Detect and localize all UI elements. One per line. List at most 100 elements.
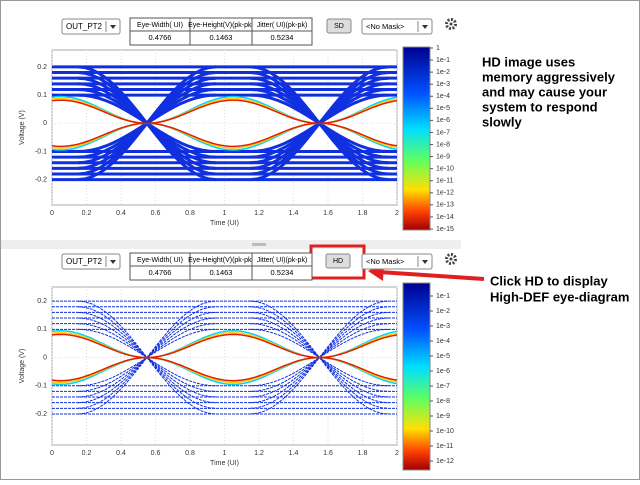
eye-transition <box>250 300 389 415</box>
y-tick-label: 0.2 <box>37 298 47 305</box>
table-value-cell <box>251 30 313 46</box>
colorbar <box>402 282 431 471</box>
eye-inner-edge <box>52 356 147 382</box>
dropdown-arrow <box>110 25 116 29</box>
eye-inner-edge <box>319 356 397 381</box>
mode-button[interactable] <box>326 18 352 34</box>
settings-gear[interactable] <box>445 18 457 30</box>
eye-inner-edge <box>52 99 147 125</box>
x-tick-label: 1.8 <box>358 450 368 457</box>
colorbar-label: 1e-7 <box>436 129 450 136</box>
table-value: 0.1463 <box>210 33 233 42</box>
eye-inner-edge <box>146 333 320 359</box>
y-tick-label: -0.1 <box>35 383 47 390</box>
settings-gear-hub <box>449 257 453 261</box>
x-tick-label: 1 <box>223 450 227 457</box>
colorbar-label: 1e-3 <box>436 81 450 88</box>
colorbar-label: 1e-7 <box>436 383 450 390</box>
colorbar-label: 1e-6 <box>436 368 450 375</box>
colorbar-label: 1e-8 <box>436 141 450 148</box>
table-value: 0.5234 <box>271 268 294 277</box>
x-tick-label: 0.4 <box>116 210 126 217</box>
x-tick-label: 2 <box>395 210 399 217</box>
colorbar-label: 1e-1 <box>436 57 450 64</box>
x-tick-label: 1.4 <box>289 210 299 217</box>
settings-gear[interactable] <box>445 253 457 265</box>
table-header: Eye-Width( UI) <box>137 22 183 29</box>
note-line: HD image uses <box>482 54 575 69</box>
colorbar <box>402 46 431 231</box>
mask-dropdown[interactable] <box>361 253 433 270</box>
x-tick-label: 0.6 <box>151 450 161 457</box>
eye-inner-edge <box>319 122 397 147</box>
colorbar-label: 1e-4 <box>436 338 450 345</box>
x-axis-label: Time (UI) <box>210 220 239 227</box>
y-tick-label: 0.1 <box>37 326 47 333</box>
colorbar-label: 1e-11 <box>436 443 453 450</box>
note-line: slowly <box>482 114 523 129</box>
y-tick-label: 0.2 <box>37 64 47 71</box>
eye-inner-edge <box>146 356 320 382</box>
y-tick-label: 0 <box>43 354 47 361</box>
mask-label: <No Mask> <box>366 257 405 266</box>
dropdown-arrow <box>422 25 428 29</box>
x-tick-label: 1.4 <box>289 450 299 457</box>
dropdown-arrow <box>110 260 116 264</box>
eye-inner-edge <box>146 122 320 148</box>
y-tick-label: -0.2 <box>35 411 47 418</box>
eye-inner-edge <box>319 99 397 125</box>
mask-label: <No Mask> <box>366 22 405 31</box>
mask-dropdown[interactable] <box>361 18 433 35</box>
table-value: 0.4766 <box>149 33 172 42</box>
x-tick-label: 1.8 <box>358 210 368 217</box>
y-axis-label: Voltage (V) <box>19 349 26 384</box>
channel-label: OUT_PT2 <box>66 257 103 266</box>
colorbar-label: 1e-6 <box>436 117 450 124</box>
colorbar-label: 1e-8 <box>436 398 450 405</box>
x-tick-label: 1 <box>223 210 227 217</box>
table-header: Jitter( UI)(pk-pk) <box>257 257 308 264</box>
x-tick-label: 0 <box>50 210 54 217</box>
note-line: High-DEF eye-diagram <box>490 289 629 304</box>
table-value: 0.4766 <box>149 268 172 277</box>
x-tick-label: 1.6 <box>323 210 333 217</box>
mode-button-label[interactable]: HD <box>333 258 343 265</box>
colorbar-label: 1e-9 <box>436 153 450 160</box>
colorbar-label: 1e-5 <box>436 105 450 112</box>
note-line: Click HD to display <box>490 273 609 288</box>
colorbar-label: 1e-4 <box>436 93 450 100</box>
y-tick-label: 0.1 <box>37 92 47 99</box>
table-header: Eye-Width( UI) <box>137 257 183 264</box>
x-tick-label: 0.8 <box>185 450 195 457</box>
x-tick-label: 0.4 <box>116 450 126 457</box>
colorbar-label: 1e-12 <box>436 190 454 197</box>
mode-button-label[interactable]: SD <box>334 23 344 30</box>
eye-transition <box>77 300 216 415</box>
y-tick-label: -0.2 <box>35 176 47 183</box>
x-tick-label: 0.8 <box>185 210 195 217</box>
settings-gear-hub <box>449 22 453 26</box>
note-line: system to respond <box>482 99 598 114</box>
splitter <box>1 240 461 249</box>
colorbar-label: 1e-12 <box>436 458 454 465</box>
splitter-grip <box>252 243 266 246</box>
eye-inner-edge <box>146 99 320 125</box>
note-line: memory aggressively <box>482 69 616 84</box>
mode-button[interactable] <box>325 253 351 269</box>
dropdown-arrow <box>422 260 428 264</box>
colorbar-label: 1e-11 <box>436 178 453 185</box>
eye-transition <box>250 300 389 415</box>
y-axis-label: Voltage (V) <box>19 110 26 145</box>
x-tick-label: 1.6 <box>323 450 333 457</box>
colorbar-label: 1e-2 <box>436 308 450 315</box>
table-header: Eye-Height(V)(pk-pk) <box>188 257 254 264</box>
colorbar-label: 1e-10 <box>436 428 454 435</box>
colorbar-label: 1e-13 <box>436 202 454 209</box>
eye-transition <box>77 300 216 415</box>
eye-diagram <box>52 300 397 415</box>
colorbar-label: 1 <box>436 45 440 52</box>
x-tick-label: 0.6 <box>151 210 161 217</box>
colorbar-label: 1e-1 <box>436 293 450 300</box>
table-header: Eye-Height(V)(pk-pk) <box>188 22 254 29</box>
